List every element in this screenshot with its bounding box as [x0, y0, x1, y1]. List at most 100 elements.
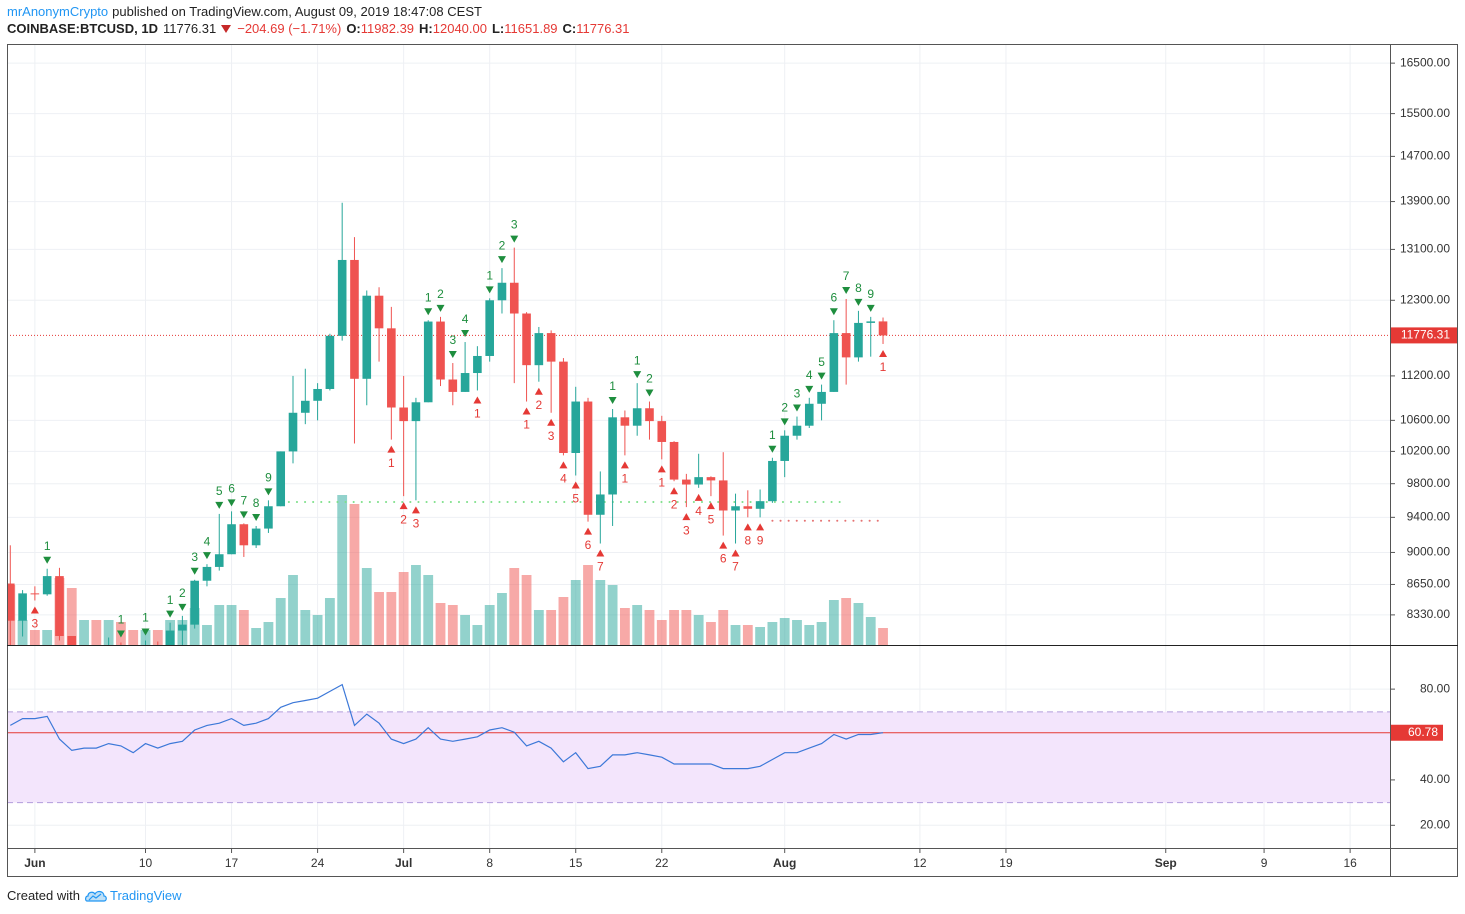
td-arrow [719, 541, 728, 549]
td-arrow [411, 506, 420, 514]
author-link[interactable]: mrAnonymCrypto [7, 4, 109, 19]
last-price-box [1391, 327, 1457, 344]
td-arrow [756, 523, 765, 531]
candle-body [583, 401, 593, 515]
ohlc-label: L: [491, 21, 505, 36]
candle-body [522, 313, 531, 366]
candle-body [718, 480, 728, 511]
td-arrow [264, 488, 273, 496]
volume-bar [66, 588, 77, 645]
td-count: 8 [855, 281, 862, 295]
td-count: 3 [413, 517, 420, 531]
td-count: 1 [634, 353, 641, 367]
volume-bar [423, 575, 434, 645]
td-count: 9 [757, 534, 764, 548]
candle-body [7, 583, 15, 621]
candle-body [866, 321, 876, 323]
volume-bar [681, 610, 692, 645]
volume-bar [853, 603, 864, 645]
x-tick-label: 12 [913, 856, 927, 870]
volume-bar [755, 627, 766, 645]
td-count: 6 [720, 552, 727, 566]
ohlc-label: H: [419, 21, 433, 36]
x-tick-label: 8 [486, 856, 493, 870]
candle-body [632, 408, 642, 426]
volume-bar [656, 620, 667, 645]
x-tick-label: 17 [225, 856, 239, 870]
volume-bar [632, 605, 643, 645]
y-tick-label: 14700.00 [1400, 149, 1450, 163]
td-count: 9 [867, 287, 874, 301]
volume-bar [238, 610, 249, 645]
candle-body [509, 282, 519, 314]
candle-body [325, 335, 335, 389]
volume-bar [570, 580, 581, 645]
td-arrow [252, 513, 261, 521]
volume-bar [742, 625, 753, 645]
y-tick-label: 20.00 [1420, 817, 1450, 831]
td-count: 3 [449, 333, 456, 347]
candle-body [804, 403, 814, 426]
candle-body [362, 295, 372, 379]
volume-bar [300, 610, 311, 645]
candle-body [743, 506, 753, 509]
volume-bar [583, 565, 593, 645]
x-tick-label: Aug [773, 856, 796, 870]
candle-body [620, 417, 630, 426]
candle-body [190, 580, 199, 625]
td-arrow [522, 407, 531, 415]
td-arrow [805, 385, 814, 393]
candle-body [92, 668, 101, 669]
td-arrow [706, 502, 715, 510]
candle-body [497, 282, 507, 301]
td-count: 2 [536, 398, 543, 412]
td-count: 1 [118, 613, 125, 627]
volume-bar [669, 610, 679, 645]
candle-body [731, 506, 740, 511]
td-arrow [645, 389, 654, 397]
volume-bar [435, 603, 446, 645]
y-tick-label: 13900.00 [1400, 194, 1450, 208]
volume-bar [644, 610, 655, 645]
td-arrow [854, 298, 863, 306]
td-arrow [215, 501, 224, 509]
candle-body [559, 361, 568, 453]
td-arrow [559, 461, 568, 469]
x-tick-label: 9 [1261, 856, 1268, 870]
td-count: 2 [781, 400, 788, 414]
td-arrow [43, 556, 52, 564]
candle-body [30, 593, 40, 595]
y-tick-label: 10600.00 [1400, 413, 1450, 427]
candle-body [645, 408, 654, 422]
symbol: COINBASE:BTCUSD, 1D [7, 21, 158, 36]
volume-bar [128, 630, 139, 645]
candle-body [42, 576, 52, 595]
candle-body [104, 648, 113, 669]
td-count: 5 [572, 492, 579, 506]
y-tick-label: 8330.00 [1407, 607, 1451, 621]
y-tick-label: 15500.00 [1400, 106, 1450, 120]
td-count: 3 [548, 429, 555, 443]
brand-link[interactable]: TradingView [109, 888, 182, 903]
td-arrow [510, 235, 519, 243]
td-arrow [166, 610, 175, 618]
td-count: 6 [831, 290, 838, 304]
candle-body [534, 333, 544, 366]
td-count: 4 [462, 312, 469, 326]
td-arrow [116, 630, 125, 638]
candle-body [227, 524, 236, 555]
volume-bar [202, 625, 212, 645]
frame-border [7, 44, 1458, 877]
candle-body [67, 635, 77, 645]
volume-bar [398, 572, 409, 645]
candle-body [768, 460, 777, 502]
td-count: 3 [511, 218, 518, 232]
rsi-line [10, 683, 884, 770]
volume-bar [275, 598, 286, 645]
td-arrow [584, 527, 593, 535]
td-arrow [387, 445, 396, 453]
candle-body [448, 379, 458, 392]
candle-body [288, 412, 298, 452]
volume-bar [42, 630, 53, 645]
